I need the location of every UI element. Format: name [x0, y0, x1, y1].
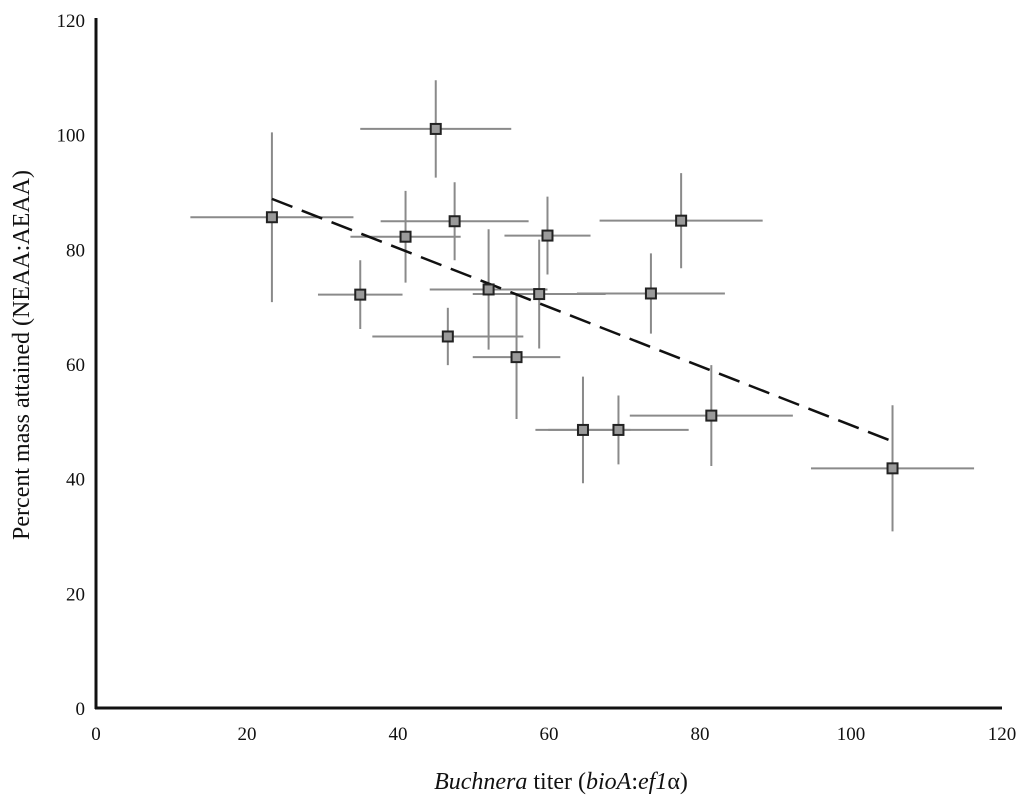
data-points: [265, 122, 899, 475]
x-axis-title-part: α: [667, 769, 680, 795]
y-tick-label: 60: [66, 355, 85, 376]
y-tick-label: 40: [66, 470, 85, 491]
y-tick-labels: 0 20 40 60 80 100 120: [57, 11, 86, 720]
data-point: [510, 351, 523, 364]
data-point: [354, 288, 367, 301]
y-axis-title: Percent mass attained (NEAA:AEAA): [9, 170, 35, 540]
x-tick-label: 80: [691, 724, 710, 745]
data-point: [448, 215, 461, 228]
data-point: [675, 214, 688, 227]
x-tick-label: 60: [540, 724, 559, 745]
x-axis-title: Buchnera titer (bioA:ef1α): [434, 769, 688, 795]
trendline: [271, 197, 893, 443]
data-point: [441, 330, 454, 343]
x-axis-title-part: :: [631, 769, 638, 795]
x-axis-title-part: bioA: [586, 769, 632, 795]
data-point: [576, 423, 589, 436]
data-point: [541, 229, 554, 242]
data-point: [482, 283, 495, 296]
y-tick-label: 0: [76, 699, 86, 720]
x-tick-label: 0: [91, 724, 101, 745]
data-point: [612, 423, 625, 436]
data-point: [429, 122, 442, 135]
trendline-group: [271, 197, 893, 443]
x-tick-label: 20: [238, 724, 257, 745]
x-tick-label: 40: [389, 724, 408, 745]
data-point: [705, 409, 718, 422]
axes: [94, 18, 1002, 710]
x-axis-title-part: Buchnera: [434, 769, 527, 795]
data-point: [886, 462, 899, 475]
data-point: [644, 287, 657, 300]
x-axis-title-part: ef1: [638, 769, 667, 795]
y-tick-label: 20: [66, 584, 85, 605]
x-tick-label: 100: [837, 724, 866, 745]
x-tick-labels: 0 20 40 60 80 100 120: [91, 724, 1016, 745]
x-axis-title-part: titer (: [527, 769, 586, 795]
data-point: [533, 288, 546, 301]
x-axis-title-part: ): [680, 769, 688, 795]
y-tick-label: 100: [57, 126, 86, 147]
data-point: [265, 211, 278, 224]
error-bars: [190, 80, 975, 532]
y-tick-label: 80: [66, 240, 85, 261]
y-tick-label: 120: [57, 11, 86, 32]
data-point: [399, 230, 412, 243]
x-tick-label: 120: [988, 724, 1017, 745]
